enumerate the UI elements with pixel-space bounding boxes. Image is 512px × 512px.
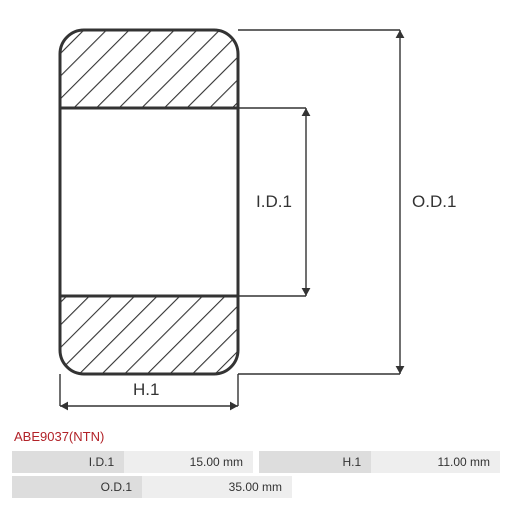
dimension-label-od: O.D.1 xyxy=(412,192,456,212)
table-row: O.D.1 35.00 mm xyxy=(12,476,500,498)
dim-key: O.D.1 xyxy=(12,476,142,498)
dimension-table: I.D.1 15.00 mm H.1 11.00 mm O.D.1 35.00 … xyxy=(12,451,500,498)
part-reference: ABE9037(NTN) xyxy=(14,429,104,444)
dim-key: H.1 xyxy=(259,451,371,473)
dimension-label-id: I.D.1 xyxy=(256,192,292,212)
dimension-label-h: H.1 xyxy=(133,380,159,400)
dim-key: I.D.1 xyxy=(12,451,124,473)
table-row: I.D.1 15.00 mm H.1 11.00 mm xyxy=(12,451,500,473)
diagram-stage: O.D.1 I.D.1 H.1 ABE9037(NTN) I.D.1 15.00… xyxy=(0,0,512,512)
dim-val: 11.00 mm xyxy=(371,451,500,473)
dim-val: 15.00 mm xyxy=(124,451,253,473)
dim-val: 35.00 mm xyxy=(142,476,292,498)
